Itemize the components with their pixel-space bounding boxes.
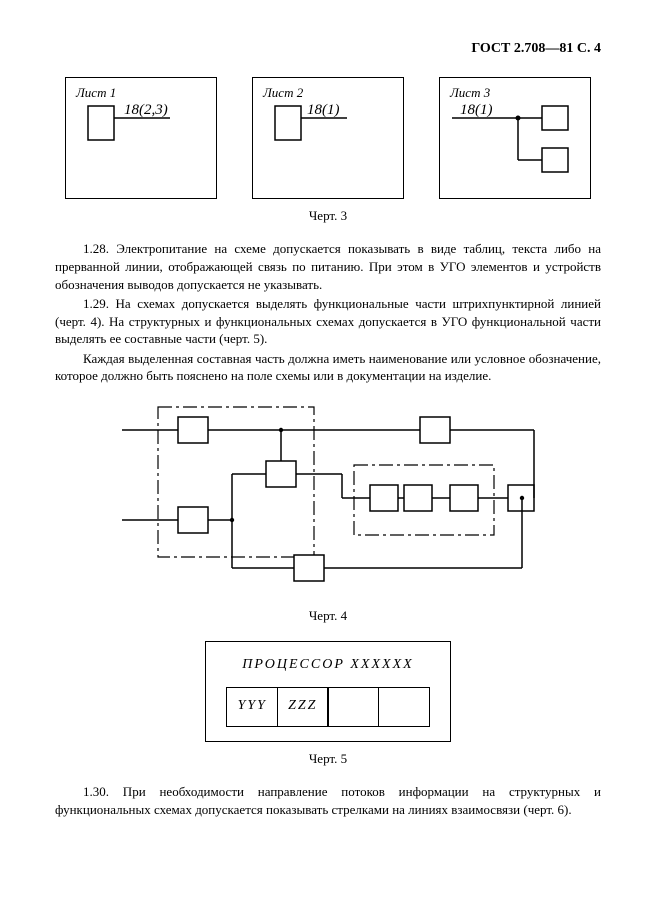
sheet-1: Лист 1 18(2,3) (65, 77, 217, 199)
figure-4-svg (118, 395, 538, 595)
para-1-29b: Каждая выделенная составная часть должна… (55, 350, 601, 385)
figure-5-title: ПРОЦЕССОР XXXXXX (226, 656, 430, 675)
para-1-29: 1.29. На схемах допускается выделять фун… (55, 295, 601, 348)
figure-3: Лист 1 18(2,3) Лист 2 18(1) Лист 3 18(1) (65, 77, 591, 199)
sheet-1-text: 18(2,3) (124, 102, 168, 118)
sheet-2-text: 18(1) (307, 102, 340, 118)
figure-5: ПРОЦЕССОР XXXXXX YYY ZZZ (55, 641, 601, 742)
figure-5-box: ПРОЦЕССОР XXXXXX YYY ZZZ (205, 641, 451, 742)
sheet-1-svg: 18(2,3) (66, 78, 216, 198)
sheet-2-svg: 18(1) (253, 78, 403, 198)
sheet-2: Лист 2 18(1) (252, 77, 404, 199)
sheet-3-svg: 18(1) (440, 78, 590, 198)
figure-4-caption: Черт. 4 (55, 607, 601, 625)
figure-5-caption: Черт. 5 (55, 750, 601, 768)
page-header: ГОСТ 2.708—81 С. 4 (55, 40, 601, 59)
figure-4 (55, 395, 601, 600)
para-1-28: 1.28. Электропитание на схеме допускаетс… (55, 240, 601, 293)
figure-5-cell-3 (327, 687, 379, 727)
figure-5-cell-1: YYY (226, 687, 278, 727)
figure-5-cell-4 (378, 687, 430, 727)
figure-5-cell-2: ZZZ (277, 687, 329, 727)
sheet-3-text: 18(1) (460, 102, 493, 118)
para-1-30: 1.30. При необходимости направление пото… (55, 783, 601, 818)
sheet-3: Лист 3 18(1) (439, 77, 591, 199)
figure-3-caption: Черт. 3 (55, 207, 601, 225)
figure-5-cells: YYY ZZZ (226, 687, 430, 727)
